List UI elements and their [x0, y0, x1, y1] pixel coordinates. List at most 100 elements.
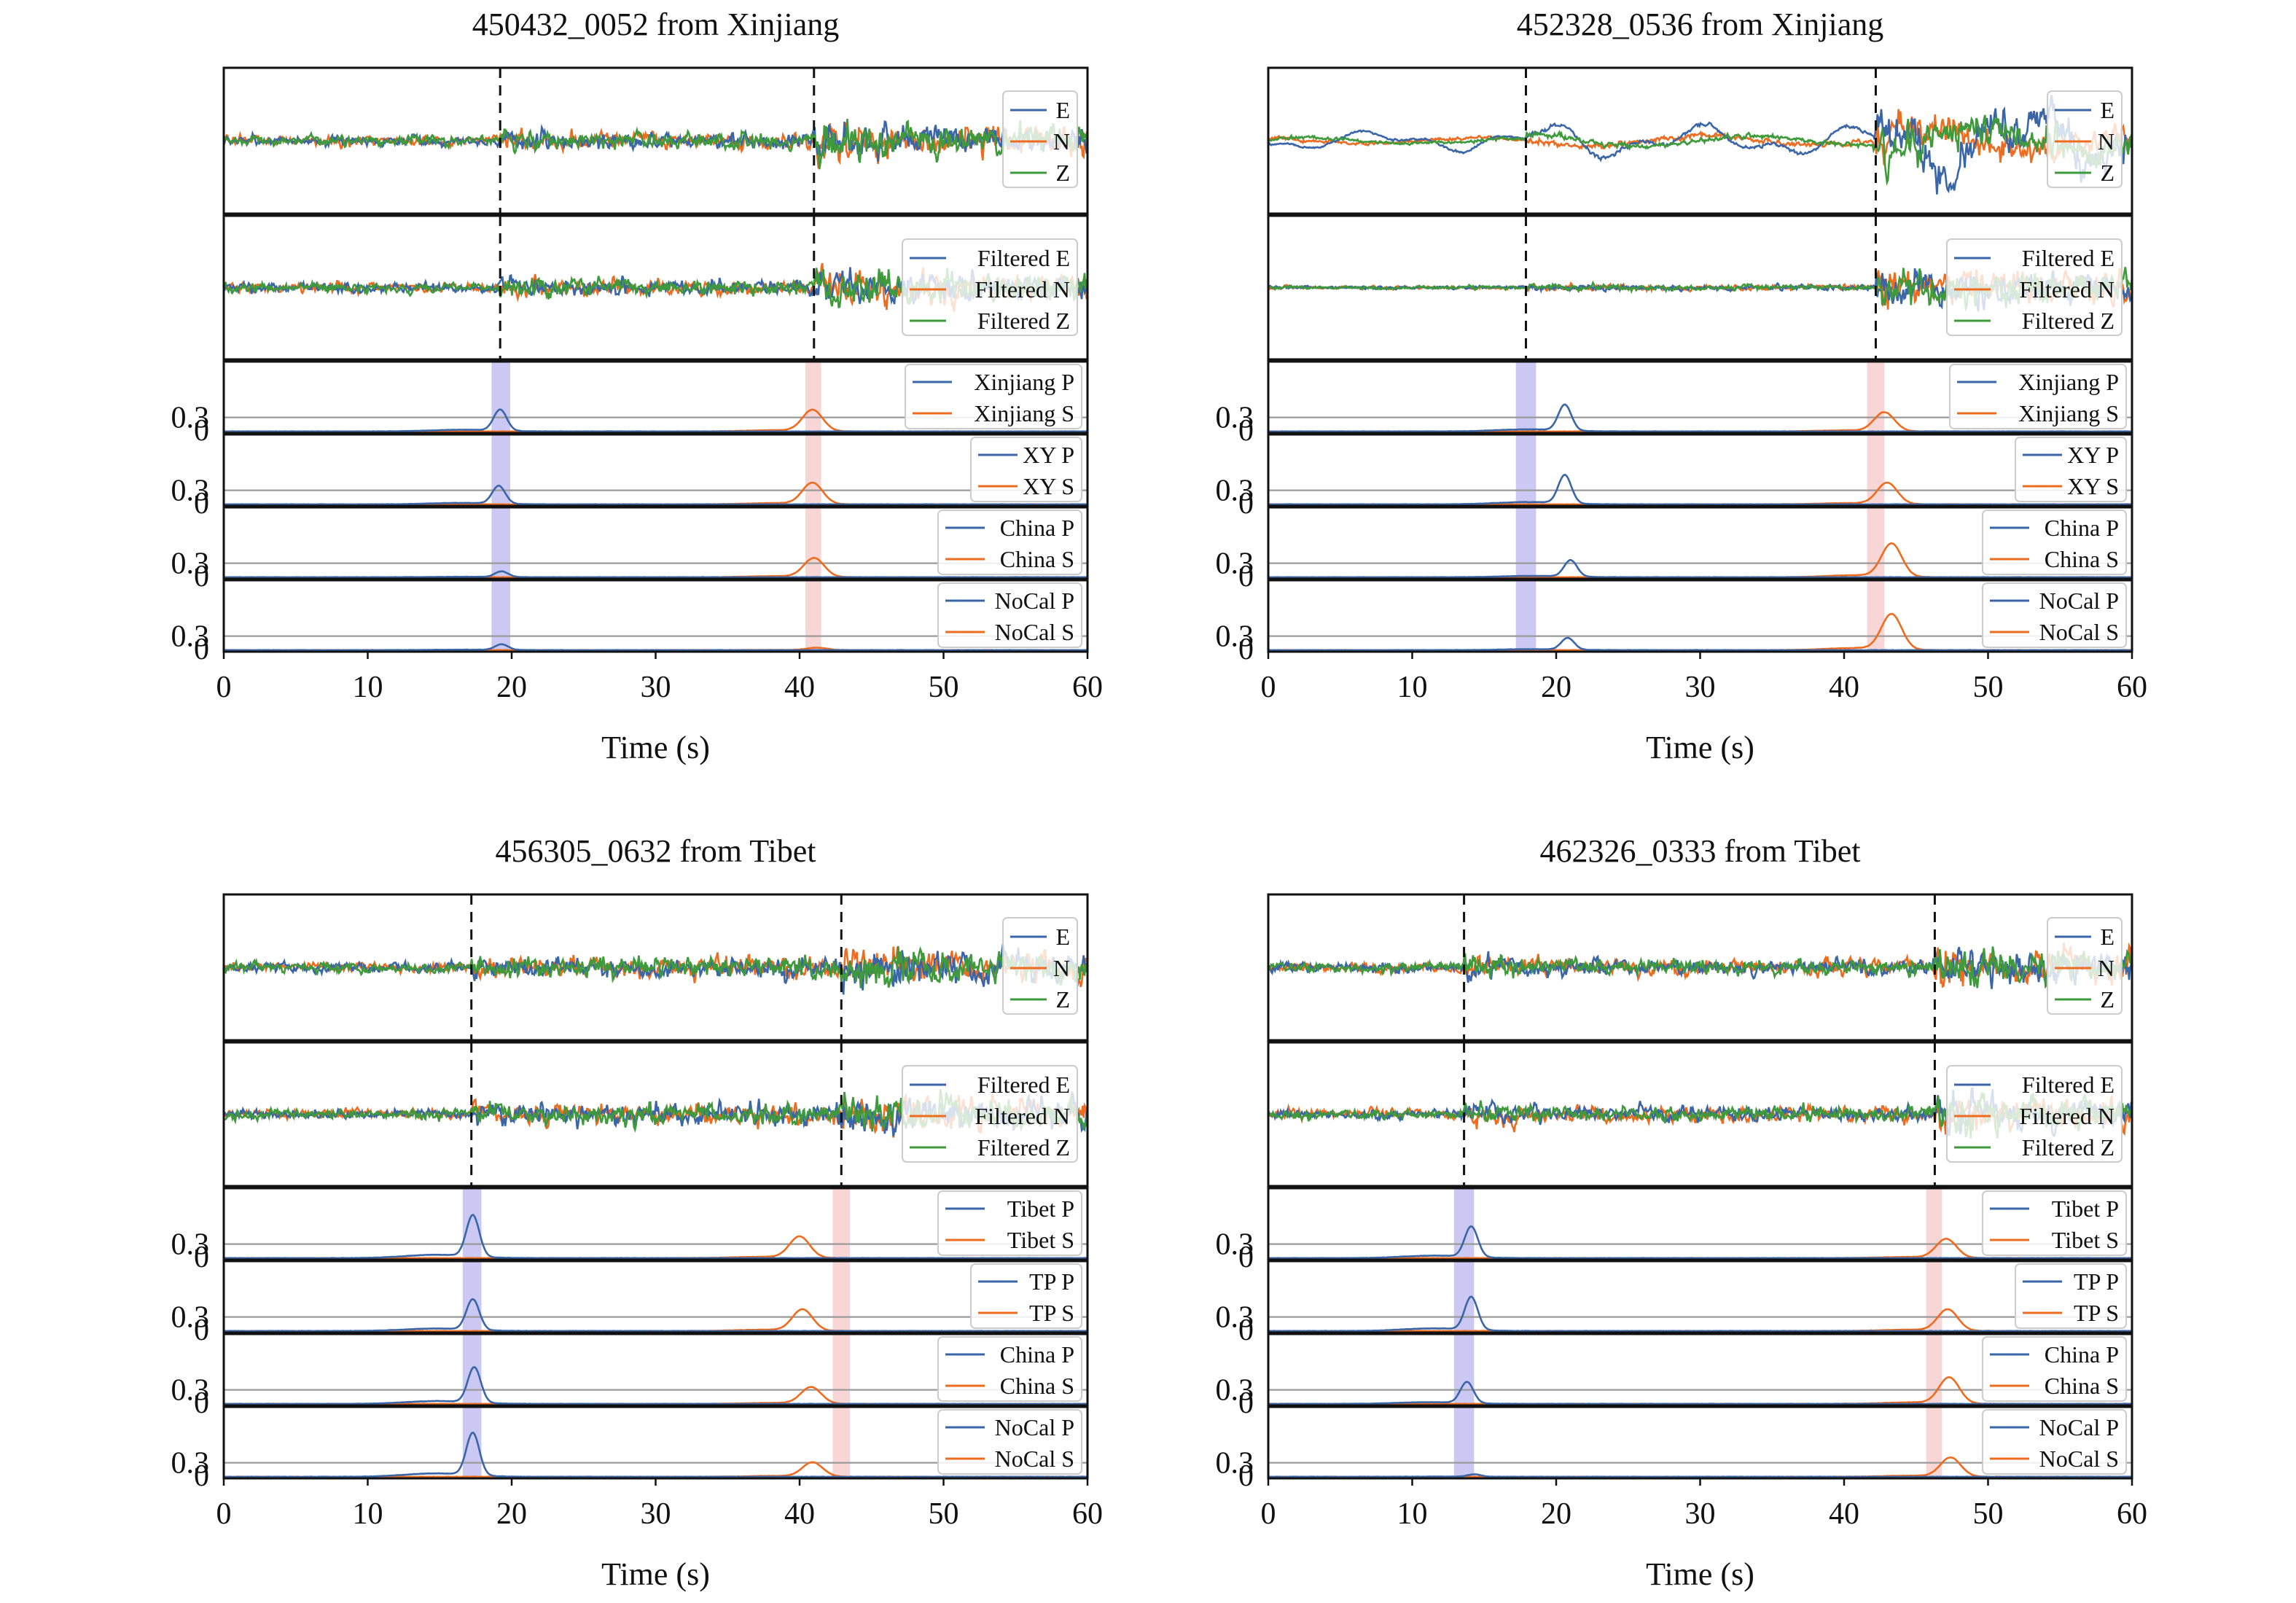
legend-box: [2047, 90, 2123, 188]
s-window-band: [1926, 1261, 1942, 1333]
legend-label: Tibet S: [2052, 1227, 2119, 1253]
y-tick-label: 0.3: [171, 475, 210, 508]
legend-label: China P: [2045, 1341, 2119, 1368]
axes-frame: [1267, 1041, 2133, 1187]
y-tick-label: 0.3: [171, 1447, 210, 1481]
legend-label: Filtered Z: [2022, 1134, 2115, 1161]
legend-label: N: [1053, 955, 1070, 981]
legend-label: Filtered Z: [2022, 308, 2115, 334]
legend-label: N: [2098, 955, 2115, 981]
y-tick-label: 0.3: [171, 1374, 210, 1408]
p-probability-curve: [224, 1365, 1088, 1405]
subplot-6: 0.30 NoCal P NoCal S: [171, 1405, 1089, 1493]
x-tick-label: 20: [1541, 1497, 1571, 1531]
legend-label: TP P: [1029, 1268, 1074, 1295]
legend-label: NoCal P: [995, 588, 1074, 614]
trace-z: [1268, 946, 2132, 989]
p-window-band: [462, 1261, 482, 1333]
y-tick-label: 0.3: [1216, 475, 1254, 508]
p-probability-curve: [1268, 559, 2132, 579]
y-tick-label: 0: [1238, 1386, 1254, 1420]
legend-box: [902, 238, 1078, 336]
x-tick-label: 60: [1072, 671, 1103, 704]
subplot-5: 0.30 China P China S: [1216, 506, 2133, 593]
axes-frame: [1267, 1260, 2133, 1334]
legend-label: Filtered E: [2022, 1072, 2115, 1098]
legend-label: Tibet P: [2052, 1196, 2119, 1222]
p-window-band: [1453, 1188, 1475, 1260]
subplot-1: ENZ: [222, 66, 1089, 215]
x-tick-label: 50: [929, 671, 959, 704]
x-tick-label: 30: [1685, 671, 1716, 704]
p-window-band: [462, 1407, 482, 1478]
p-window-band: [491, 507, 511, 579]
x-tick-label: 10: [1397, 1497, 1428, 1531]
x-tick-label: 10: [353, 1497, 383, 1531]
x-tick-label: 60: [1072, 1497, 1103, 1531]
legend-label: China P: [1000, 515, 1074, 541]
y-tick-label: 0.3: [171, 402, 210, 435]
legend-label: NoCal S: [995, 1446, 1074, 1472]
axes-frame: [1267, 1333, 2133, 1407]
trace-e: [1268, 95, 2132, 195]
legend-label: Z: [2100, 160, 2115, 186]
x-axis-label: Time (s): [1646, 1556, 1754, 1592]
p-probability-curve: [1268, 1381, 2132, 1405]
legend-label: NoCal P: [2039, 1414, 2119, 1440]
x-tick-label: 20: [496, 1497, 527, 1531]
s-window-band: [805, 362, 821, 433]
legend-label: XY S: [1023, 473, 1074, 499]
s-window-band: [805, 434, 821, 506]
p-probability-curve: [1268, 1295, 2132, 1333]
y-tick-label: 0: [194, 1314, 209, 1347]
p-probability-curve: [224, 1431, 1088, 1478]
x-tick-label: 40: [784, 671, 815, 704]
legend-box: [902, 1065, 1078, 1163]
legend-label: Filtered E: [977, 1072, 1070, 1098]
p-window-band: [462, 1188, 482, 1260]
legend-label: XY P: [2067, 442, 2119, 468]
x-axis-label: Time (s): [601, 730, 710, 765]
legend-label: NoCal P: [2039, 588, 2119, 614]
legend-label: TP S: [1029, 1300, 1074, 1326]
trace-z: [224, 945, 1088, 988]
y-tick-label: 0: [194, 1386, 209, 1420]
p-probability-curve: [1268, 403, 2132, 433]
y-tick-label: 0: [1238, 1459, 1254, 1493]
x-tick-label: 30: [641, 1497, 671, 1531]
x-tick-label: 40: [1829, 1497, 1859, 1531]
s-window-band: [1926, 1188, 1942, 1260]
x-tick-label: 30: [1685, 1497, 1716, 1531]
subplot-1: ENZ: [1267, 66, 2133, 215]
p-window-band: [1453, 1334, 1475, 1405]
subplot-6: 0.30 NoCal P NoCal S: [1216, 579, 2133, 666]
axes-frame: [222, 214, 1089, 361]
axes-frame: [222, 1333, 1089, 1407]
legend-label: Filtered E: [2022, 245, 2115, 271]
axes-frame: [1267, 66, 2133, 215]
x-tick-label: 40: [1829, 671, 1859, 704]
x-axis-label: Time (s): [1646, 730, 1754, 765]
y-tick-label: 0.3: [1216, 1228, 1254, 1262]
x-tick-label: 20: [1541, 671, 1571, 704]
x-tick-label: 60: [2117, 1497, 2147, 1531]
p-probability-curve: [1268, 1473, 2132, 1478]
legend-label: Z: [2100, 986, 2115, 1013]
legend-label: NoCal S: [2039, 1446, 2119, 1472]
legend-label: Filtered Z: [977, 1134, 1070, 1161]
x-tick-label: 0: [216, 1497, 232, 1531]
axes-frame: [222, 893, 1089, 1042]
s-window-band: [805, 507, 821, 579]
y-tick-label: 0.3: [171, 1228, 210, 1262]
chart-title: 462326_0333 from Tibet: [1539, 833, 1860, 869]
axes-frame: [222, 1260, 1089, 1334]
x-tick-label: 20: [496, 671, 527, 704]
legend-label: China S: [1000, 546, 1074, 572]
s-probability-curve: [224, 481, 1088, 506]
p-window-band: [1515, 507, 1536, 579]
p-window-band: [491, 580, 511, 652]
y-tick-label: 0.3: [1216, 402, 1254, 435]
y-tick-label: 0: [1238, 560, 1254, 593]
s-window-band: [1867, 362, 1885, 433]
